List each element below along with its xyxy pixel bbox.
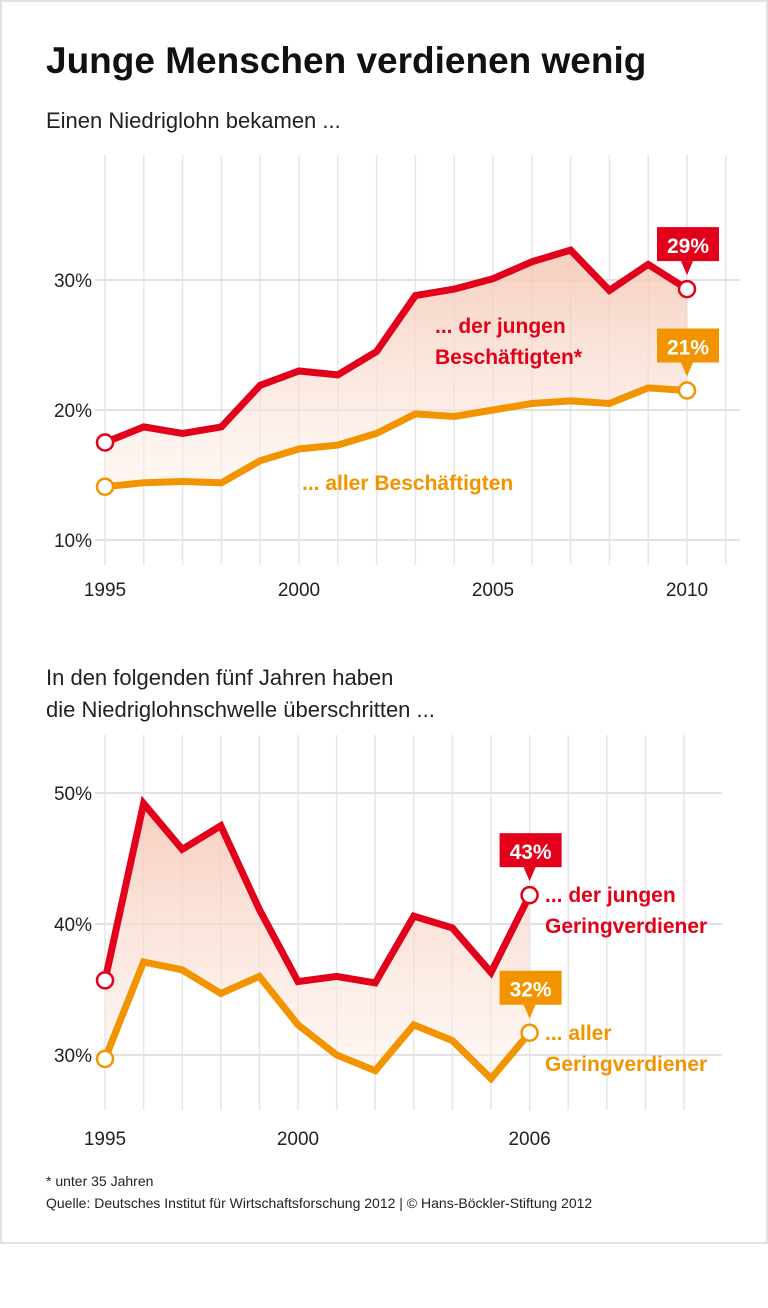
series-line-2 (101, 957, 533, 1084)
x-tick-label: 1995 (84, 580, 126, 601)
chart-title: Junge Menschen verdienen wenig (46, 40, 646, 81)
series-label: Geringverdiener (545, 1053, 707, 1076)
x-tick-label: 1995 (84, 1129, 126, 1150)
end-value-label: 29% (667, 235, 709, 258)
chart-1: 10% 20% 30% 1995 2000 2005 2010 ... der jungen B… (54, 155, 740, 601)
end-value-pointer (523, 1004, 536, 1019)
area-between-series (105, 250, 687, 487)
y-tick-label: 30% (54, 271, 92, 292)
chart-2: 30% 40% 50% 1995 2000 2006 ... der jungen Gerin… (54, 735, 722, 1150)
series-line-2 (104, 384, 688, 491)
source: Quelle: Deutsches Institut für Wirtschaf… (46, 1195, 592, 1211)
end-value-pointer (523, 867, 536, 882)
series-label: ... aller Beschäftigten (302, 472, 513, 495)
data-point-marker (95, 1049, 115, 1069)
series-label: Geringverdiener (545, 915, 707, 938)
y-tick-label: 20% (54, 401, 92, 422)
data-point-marker (520, 885, 539, 905)
series-line-1 (101, 795, 533, 987)
x-tick-label: 2000 (277, 1129, 319, 1150)
x-tick-label: 2000 (278, 580, 320, 601)
data-point-marker (520, 1023, 539, 1042)
end-value-box (657, 227, 719, 262)
end-value-label: 21% (667, 337, 709, 360)
x-tick-label: 2010 (666, 580, 708, 601)
end-value-box (499, 833, 562, 868)
data-point-marker (95, 971, 115, 990)
subtitle-top: Einen Niedriglohn bekamen ... (46, 108, 341, 133)
series-label: ... aller (545, 1022, 612, 1045)
series-line-1 (103, 246, 689, 446)
end-value-label: 43% (510, 841, 552, 864)
area-between-series (105, 803, 530, 1079)
data-point-marker (677, 381, 697, 400)
data-point-marker (677, 279, 697, 299)
series-label: Beschäftigten* (435, 346, 583, 369)
series-label: ... der jungen (545, 884, 676, 907)
data-point-marker (95, 433, 115, 452)
x-tick-label: 2005 (472, 580, 514, 601)
footnote: * unter 35 Jahren (46, 1173, 153, 1189)
y-tick-label: 50% (54, 784, 92, 805)
y-tick-label: 30% (54, 1046, 92, 1067)
subtitle-bottom-line1: In den folgenden fünf Jahren haben (46, 665, 393, 690)
end-value-label: 32% (510, 979, 552, 1002)
subtitle-bottom-line2: die Niedriglohnschwelle überschritten ..… (46, 697, 435, 722)
end-value-box (657, 328, 719, 363)
data-point-marker (95, 477, 115, 496)
end-value-box (499, 970, 562, 1005)
y-tick-label: 40% (54, 915, 92, 936)
series-label: ... der jungen (435, 315, 566, 338)
x-tick-label: 2006 (508, 1129, 550, 1150)
y-tick-label: 10% (54, 531, 92, 552)
end-value-pointer (681, 362, 693, 377)
end-value-pointer (681, 261, 693, 276)
